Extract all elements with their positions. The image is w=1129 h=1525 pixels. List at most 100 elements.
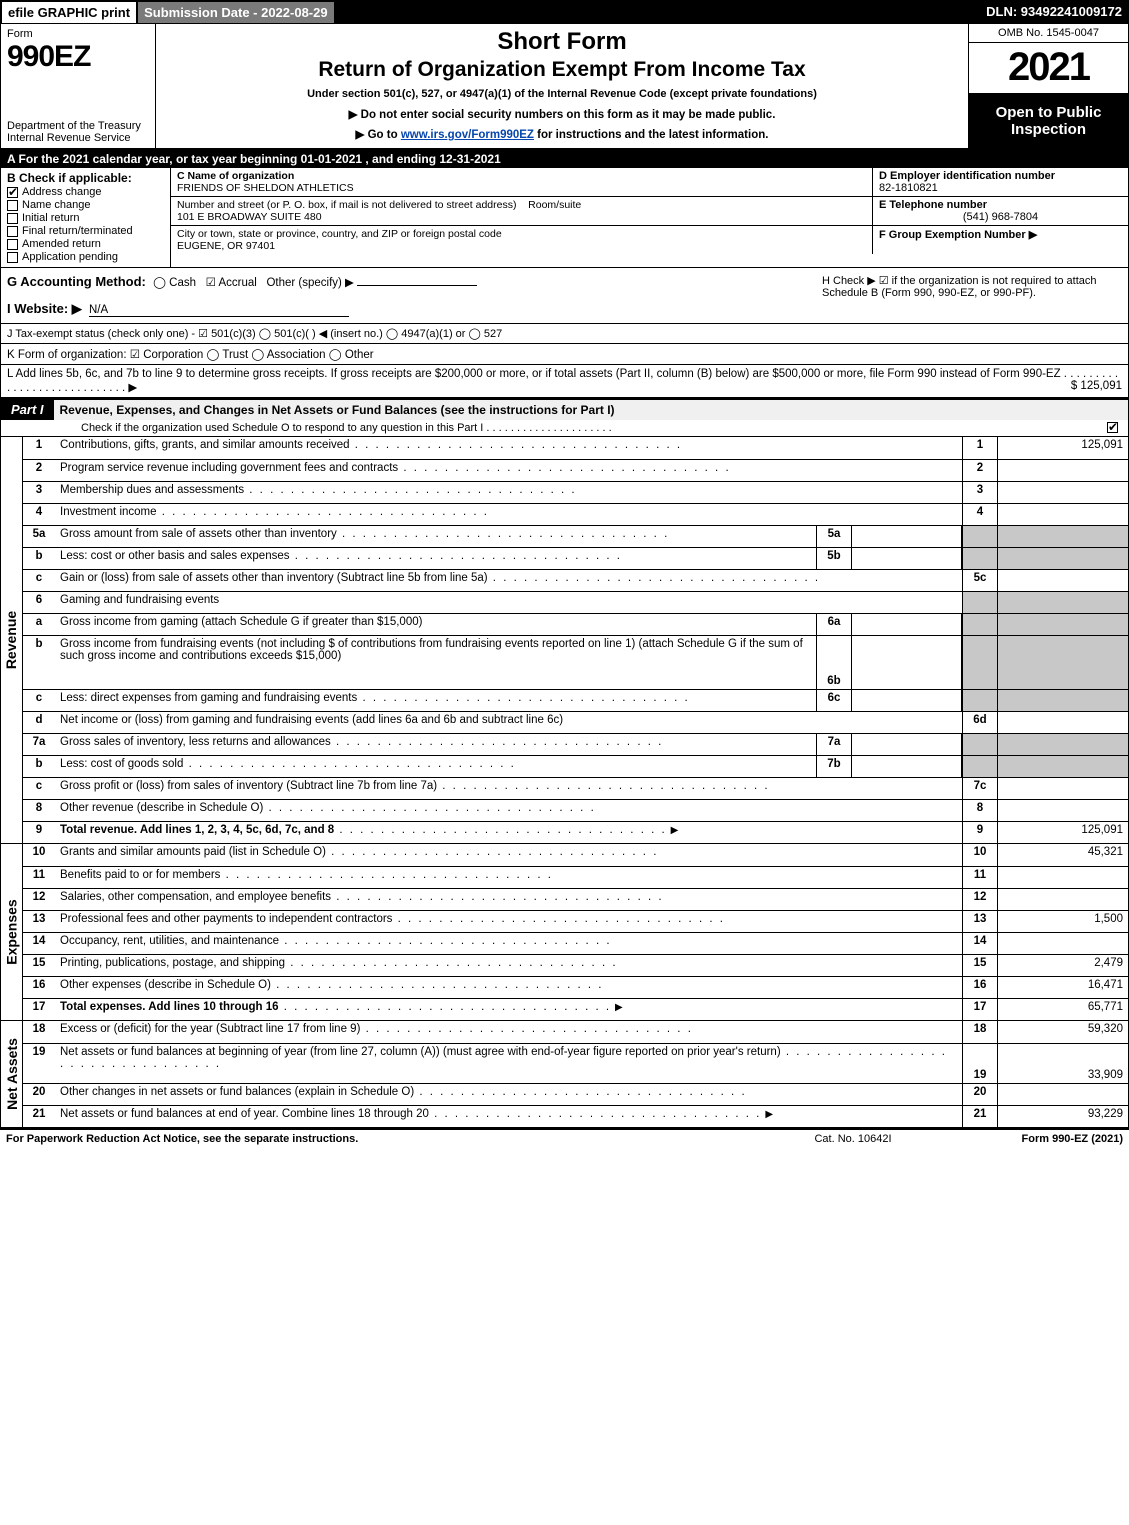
goto-prefix: ▶ Go to [356, 129, 401, 141]
chk-label: Amended return [22, 238, 101, 250]
ein-block: D Employer identification number 82-1810… [873, 168, 1128, 197]
expenses-lines: 10 Grants and similar amounts paid (list… [23, 844, 1128, 1020]
chk-address-change[interactable]: Address change [7, 186, 164, 198]
other-input[interactable] [357, 285, 477, 286]
under-section: Under section 501(c), 527, or 4947(a)(1)… [307, 88, 817, 100]
line-num: b [23, 548, 55, 569]
i-label: I Website: ▶ [7, 301, 82, 316]
line-1: 1 Contributions, gifts, grants, and simi… [23, 437, 1128, 459]
city-label: City or town, state or province, country… [177, 228, 502, 240]
line-num: 14 [23, 933, 55, 954]
sub-val [852, 636, 962, 689]
line-num: 4 [23, 504, 55, 525]
line-col-num: 20 [962, 1084, 998, 1105]
line-7a: 7a Gross sales of inventory, less return… [23, 733, 1128, 755]
chk-label: Application pending [22, 251, 118, 263]
line-desc: Contributions, gifts, grants, and simila… [55, 437, 962, 459]
grey-cell [998, 592, 1128, 613]
line-7c: c Gross profit or (loss) from sales of i… [23, 777, 1128, 799]
form-header: Form 990EZ Department of the Treasury In… [1, 24, 1128, 150]
line-col-num: 15 [962, 955, 998, 976]
goto-link[interactable]: www.irs.gov/Form990EZ [401, 129, 534, 141]
line-desc: Gain or (loss) from sale of assets other… [55, 570, 962, 591]
line-3: 3 Membership dues and assessments 3 [23, 481, 1128, 503]
sub-val [852, 526, 962, 547]
line-desc: Gaming and fundraising events [55, 592, 962, 613]
line-num: 21 [23, 1106, 55, 1127]
line-col-num: 19 [962, 1044, 998, 1083]
submission-date: Submission Date - 2022-08-29 [137, 1, 335, 24]
group-exemption-block: F Group Exemption Number ▶ [873, 226, 1128, 254]
line-value [998, 504, 1128, 525]
goto-instructions: ▶ Go to www.irs.gov/Form990EZ for instru… [356, 127, 769, 141]
grey-cell [962, 592, 998, 613]
chk-name-change[interactable]: Name change [7, 199, 164, 211]
row-a-tax-year: A For the 2021 calendar year, or tax yea… [1, 150, 1128, 168]
line-value [998, 1084, 1128, 1105]
top-bar: efile GRAPHIC print Submission Date - 20… [1, 1, 1128, 24]
line-col-num: 13 [962, 911, 998, 932]
line-9: 9 Total revenue. Add lines 1, 2, 3, 4, 5… [23, 821, 1128, 843]
chk-label: Address change [22, 186, 102, 198]
line-num: 5a [23, 526, 55, 547]
g-label: G Accounting Method: [7, 274, 146, 289]
line-desc: Grants and similar amounts paid (list in… [55, 844, 962, 866]
grey-cell [962, 756, 998, 777]
line-desc: Other expenses (describe in Schedule O) [55, 977, 962, 998]
line-num: c [23, 570, 55, 591]
chk-amended-return[interactable]: Amended return [7, 238, 164, 250]
line-desc: Other revenue (describe in Schedule O) [55, 800, 962, 821]
line-value: 125,091 [998, 437, 1128, 459]
revenue-lines: 1 Contributions, gifts, grants, and simi… [23, 437, 1128, 843]
accrual-label: Accrual [218, 277, 256, 289]
line-14: 14 Occupancy, rent, utilities, and maint… [23, 932, 1128, 954]
line-num: c [23, 690, 55, 711]
sub-num: 6a [816, 614, 852, 635]
arrow-icon [611, 1001, 627, 1013]
grey-cell [998, 690, 1128, 711]
line-desc: Occupancy, rent, utilities, and maintena… [55, 933, 962, 954]
chk-initial-return[interactable]: Initial return [7, 212, 164, 224]
line-6: 6 Gaming and fundraising events [23, 591, 1128, 613]
spacer [335, 1, 981, 24]
chk-final-return[interactable]: Final return/terminated [7, 225, 164, 237]
line-value: 45,321 [998, 844, 1128, 866]
line-num: 18 [23, 1021, 55, 1043]
header-center: Short Form Return of Organization Exempt… [156, 24, 968, 148]
part1-checkbox-icon[interactable] [1107, 422, 1118, 433]
row-g-accounting: G Accounting Method: ◯ Cash ☑ Accrual Ot… [7, 274, 822, 317]
grey-cell [998, 526, 1128, 547]
line-num: 20 [23, 1084, 55, 1105]
checkbox-icon [7, 187, 18, 198]
line-value [998, 460, 1128, 481]
omb-number: OMB No. 1545-0047 [969, 24, 1128, 43]
line-col-num: 21 [962, 1106, 998, 1127]
line-num: 1 [23, 437, 55, 459]
line-value: 65,771 [998, 999, 1128, 1020]
chk-label: Name change [22, 199, 91, 211]
cash-label: Cash [169, 277, 196, 289]
line-num: 13 [23, 911, 55, 932]
line-desc: Less: cost or other basis and sales expe… [55, 548, 816, 569]
tax-year: 2021 [969, 43, 1128, 94]
line-num: 16 [23, 977, 55, 998]
line-desc: Program service revenue including govern… [55, 460, 962, 481]
f-label: F Group Exemption Number ▶ [879, 229, 1037, 241]
checkbox-icon [7, 252, 18, 263]
c-label: C Name of organization [177, 170, 866, 182]
no-ssn-warning: ▶ Do not enter social security numbers o… [349, 107, 776, 121]
part1-header: Part I Revenue, Expenses, and Changes in… [1, 399, 1128, 420]
part1-title: Revenue, Expenses, and Changes in Net As… [54, 400, 1128, 420]
org-name-block: C Name of organization FRIENDS OF SHELDO… [171, 168, 873, 197]
line-num: b [23, 756, 55, 777]
line-col-num: 2 [962, 460, 998, 481]
chk-application-pending[interactable]: Application pending [7, 251, 164, 263]
grey-cell [998, 756, 1128, 777]
line-6c: c Less: direct expenses from gaming and … [23, 689, 1128, 711]
line-5c: c Gain or (loss) from sale of assets oth… [23, 569, 1128, 591]
line-num: 11 [23, 867, 55, 888]
efile-print-button[interactable]: efile GRAPHIC print [1, 1, 137, 24]
grey-cell [998, 636, 1128, 689]
netassets-label: Net Assets [1, 1021, 23, 1127]
city-value: EUGENE, OR 97401 [177, 240, 275, 252]
